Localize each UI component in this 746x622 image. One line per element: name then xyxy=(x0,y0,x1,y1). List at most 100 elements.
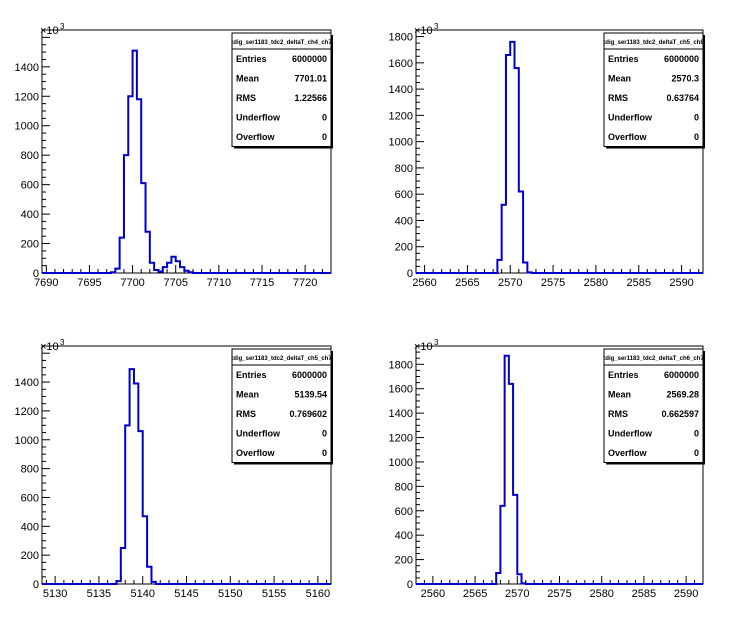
x-tick-label: 2575 xyxy=(547,588,571,600)
stats-label: Mean xyxy=(608,390,631,400)
x-tick-label: 2590 xyxy=(674,588,698,600)
stats-box-shadow xyxy=(703,35,705,149)
histogram-panel-4: 2560 2565 2570 2575 2580 2585 2590 0 200 400 600 80… xyxy=(389,338,705,600)
histogram-bin xyxy=(506,55,510,273)
y-tick-label: 1000 xyxy=(15,121,39,133)
y-tick-label: 800 xyxy=(21,150,39,162)
x-tick-label: 5140 xyxy=(130,588,154,600)
stats-value: 7701.01 xyxy=(294,74,327,84)
stats-value: 0.662597 xyxy=(661,409,699,419)
stats-label: Entries xyxy=(608,54,639,64)
stats-box-shadow xyxy=(331,351,333,465)
y-tick-label: 1400 xyxy=(15,377,39,389)
y-axis-multiplier-exponent: 3 xyxy=(60,22,65,31)
y-tick-label: 1600 xyxy=(389,384,413,396)
histogram-bin xyxy=(146,232,150,273)
stats-label: Mean xyxy=(236,390,259,400)
histogram-title: tdig_ser1183_tdc2_deltaT_ch4_ch7 xyxy=(231,40,332,46)
histogram-bin xyxy=(163,267,167,273)
histogram-bin xyxy=(120,238,124,273)
y-tick-label: 1400 xyxy=(15,62,39,74)
stats-label: Entries xyxy=(608,370,639,380)
x-tick-label: 5135 xyxy=(87,588,111,600)
y-tick-label: 600 xyxy=(21,180,39,192)
histogram-bin xyxy=(150,263,154,273)
y-tick-label: 400 xyxy=(395,530,413,542)
histogram-bin xyxy=(121,548,125,584)
histogram-bin xyxy=(128,96,132,273)
x-tick-label: 7720 xyxy=(293,277,317,289)
histogram-bin xyxy=(527,272,531,273)
histogram-bin xyxy=(515,68,519,273)
x-tick-label: 2570 xyxy=(505,588,529,600)
stats-label: Overflow xyxy=(236,132,276,142)
stats-value: 1.22566 xyxy=(294,93,327,103)
y-tick-label: 1000 xyxy=(389,457,413,469)
y-tick-label: 0 xyxy=(33,268,39,280)
histogram-bin xyxy=(138,431,142,584)
stats-box-shadow xyxy=(703,351,705,465)
histogram-bin xyxy=(154,270,158,273)
stats-label: Underflow xyxy=(608,429,653,439)
stats-label: RMS xyxy=(608,93,628,103)
stats-value: 0 xyxy=(322,448,327,458)
stats-label: Underflow xyxy=(608,113,653,123)
x-tick-label: 5155 xyxy=(262,588,286,600)
x-tick-label: 2580 xyxy=(584,277,608,289)
x-tick-label: 5145 xyxy=(174,588,198,600)
stats-label: Entries xyxy=(236,54,267,64)
stats-value: 2569.28 xyxy=(666,390,699,400)
stats-value: 0 xyxy=(694,113,699,123)
y-tick-label: 400 xyxy=(21,209,39,221)
stats-box-shadow xyxy=(234,146,333,149)
stats-value: 6000000 xyxy=(664,370,699,380)
y-tick-label: 1400 xyxy=(389,408,413,420)
histogram-bin xyxy=(505,356,509,584)
plot-frame xyxy=(41,29,332,274)
stats-box-frame xyxy=(603,348,704,463)
stats-box-shadow xyxy=(331,35,333,149)
histogram-bin xyxy=(130,369,134,584)
histogram-panel-2: 2560 2565 2570 2575 2580 2585 2590 0 200 400 600 80… xyxy=(389,22,705,289)
stats-label: Overflow xyxy=(236,448,276,458)
y-tick-label: 200 xyxy=(395,555,413,567)
x-tick-label: 2565 xyxy=(463,588,487,600)
stats-box-frame xyxy=(231,32,332,147)
stats-value: 2570.3 xyxy=(671,74,699,84)
x-tick-label: 2580 xyxy=(589,588,613,600)
y-tick-label: 1800 xyxy=(389,32,413,44)
histogram-bin xyxy=(184,271,188,273)
histogram-bin xyxy=(115,269,119,273)
y-tick-label: 1200 xyxy=(15,406,39,418)
stats-label: Underflow xyxy=(236,429,281,439)
stats-label: Overflow xyxy=(608,132,648,142)
histogram-bin xyxy=(497,260,501,273)
histogram-bin xyxy=(141,183,145,273)
stats-value: 6000000 xyxy=(664,54,699,64)
stats-label: RMS xyxy=(236,93,256,103)
stats-value: 6000000 xyxy=(292,54,327,64)
histogram-bin xyxy=(513,495,517,584)
stats-value: 5139.54 xyxy=(294,390,327,400)
stats-value: 6000000 xyxy=(292,370,327,380)
x-tick-label: 2585 xyxy=(627,277,651,289)
histogram-line xyxy=(42,368,331,585)
y-axis-multiplier: ×10 xyxy=(414,341,433,353)
y-axis-multiplier-exponent: 3 xyxy=(434,22,439,31)
histogram-bin xyxy=(158,272,162,273)
histogram-title: tdig_ser1183_tdc2_deltaT_ch5_ch7 xyxy=(231,356,332,362)
histogram-line xyxy=(416,40,703,274)
x-tick-label: 5130 xyxy=(43,588,67,600)
stats-label: Mean xyxy=(236,74,259,84)
histogram-bin xyxy=(519,192,523,273)
x-tick-label: 2565 xyxy=(455,277,479,289)
histogram-title: tdig_ser1183_tdc2_deltaT_ch5_ch8 xyxy=(603,40,704,46)
y-axis-multiplier: ×10 xyxy=(414,25,433,37)
histogram-bin xyxy=(171,257,175,273)
x-tick-label: 7715 xyxy=(250,277,274,289)
histogram-panel-1: 7690 7695 7700 7705 7710 7715 7720 0 200 400 600 80… xyxy=(15,22,333,289)
histogram-title: tdig_ser1183_tdc2_deltaT_ch6_ch7 xyxy=(603,356,704,362)
stats-value: 0 xyxy=(694,429,699,439)
stats-box-shadow xyxy=(234,462,333,465)
